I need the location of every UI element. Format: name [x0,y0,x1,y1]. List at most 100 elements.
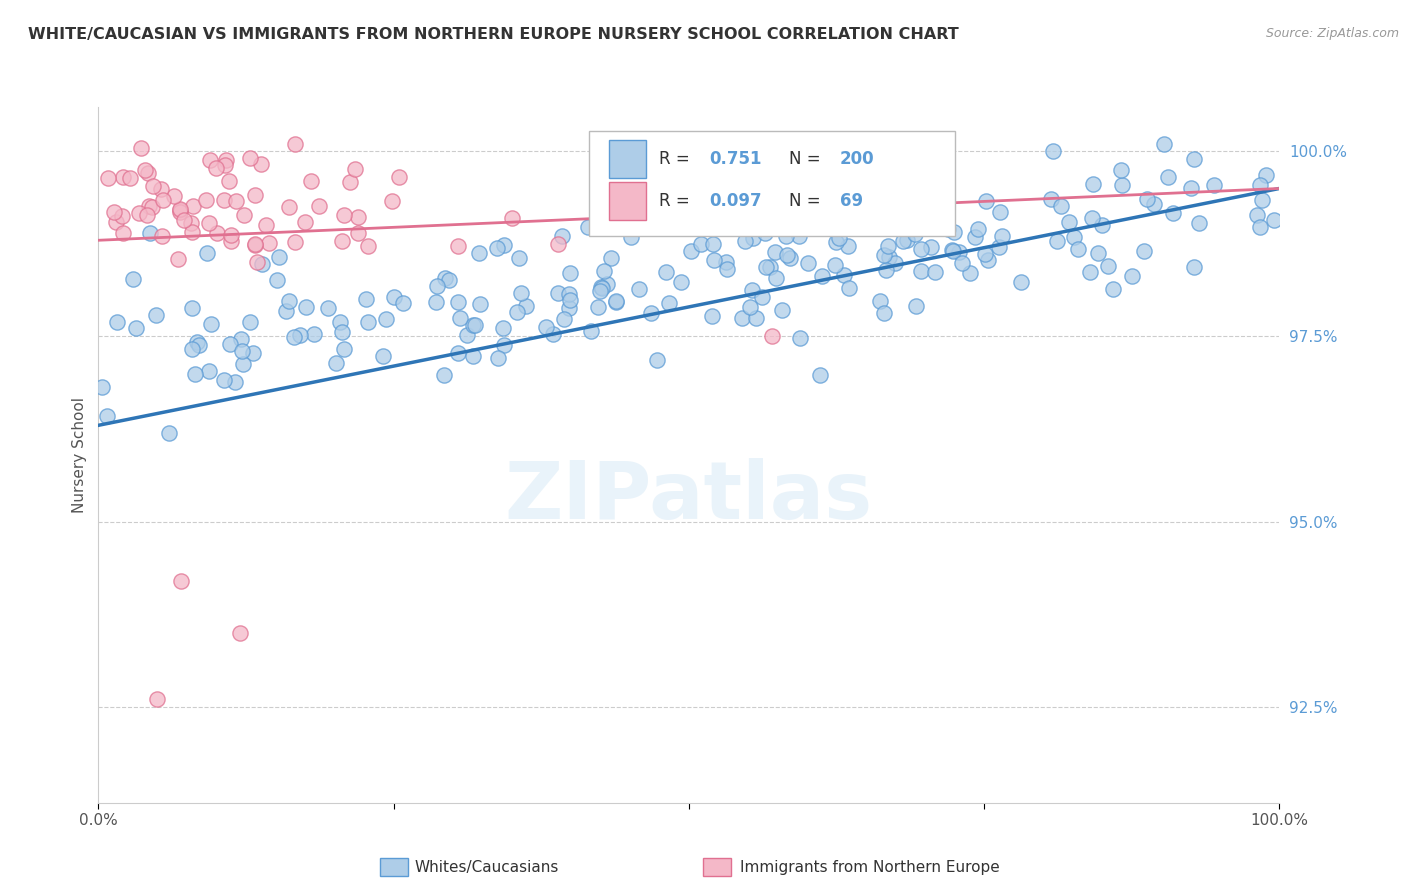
Point [1188,216,1211,230]
Point [755,260,778,274]
Point [967,222,990,236]
Point [1087,246,1109,260]
Point [170,574,193,588]
Point [218,174,240,188]
Point [1010,275,1032,289]
Point [180,342,202,356]
Point [1133,244,1156,259]
Point [787,228,810,243]
Point [734,234,756,248]
Point [828,231,851,245]
Point [111,210,134,224]
Point [914,219,936,233]
Point [229,625,252,640]
Point [103,204,125,219]
FancyBboxPatch shape [609,140,647,178]
Point [974,194,997,208]
Point [112,226,135,240]
Text: ZIPatlas: ZIPatlas [505,458,873,536]
Point [229,332,252,346]
Point [266,273,288,287]
Point [501,211,523,225]
Point [738,204,761,219]
Point [1109,163,1132,178]
Point [1202,178,1225,193]
Point [593,264,616,278]
Point [588,285,610,299]
Point [169,202,191,216]
Point [357,315,380,329]
Point [139,226,162,240]
Point [97,170,120,185]
Point [645,352,668,367]
Point [219,227,242,242]
Point [607,206,630,220]
Point [547,237,569,252]
Text: 200: 200 [841,150,875,169]
FancyBboxPatch shape [589,131,955,235]
Point [468,296,491,310]
Point [515,299,537,313]
Point [277,200,299,214]
Point [212,373,235,387]
Point [1263,213,1285,227]
Point [605,295,627,310]
Point [105,215,128,229]
Point [910,264,932,278]
Point [751,290,773,304]
Point [579,324,602,338]
Point [169,205,191,219]
Point [146,692,169,706]
Point [765,271,787,285]
Point [391,296,413,310]
Point [1153,136,1175,151]
Point [553,312,575,326]
Point [486,351,509,365]
Point [1254,169,1277,183]
Point [1136,192,1159,206]
Point [343,161,366,176]
Point [991,228,1014,243]
Point [775,229,797,244]
Point [330,325,353,339]
Point [1142,197,1164,211]
Point [239,152,262,166]
Point [731,311,754,326]
Point [869,293,891,308]
Text: Whites/Caucasians: Whites/Caucasians [415,861,560,875]
Point [1161,206,1184,220]
Point [250,157,273,171]
Point [1049,199,1071,213]
Point [873,306,896,320]
Point [1063,230,1085,244]
Point [138,199,160,213]
Point [426,278,449,293]
Point [152,193,174,207]
Point [808,368,831,382]
Point [586,300,609,314]
Point [284,136,307,151]
Point [740,212,762,227]
Point [134,163,156,178]
Point [181,301,204,316]
Point [371,349,394,363]
Point [492,321,515,335]
Point [145,309,167,323]
Point [111,169,134,184]
Point [1066,242,1088,256]
Point [825,235,848,250]
Point [183,199,205,213]
Point [596,277,619,291]
Text: 0.751: 0.751 [709,150,762,169]
Point [325,355,347,369]
Point [703,252,725,267]
Point [186,335,208,350]
Point [884,256,907,270]
Point [716,254,738,268]
Point [761,329,783,343]
Point [1102,282,1125,296]
Point [333,208,356,222]
Point [1180,180,1202,194]
Point [988,204,1011,219]
Point [1083,177,1105,191]
